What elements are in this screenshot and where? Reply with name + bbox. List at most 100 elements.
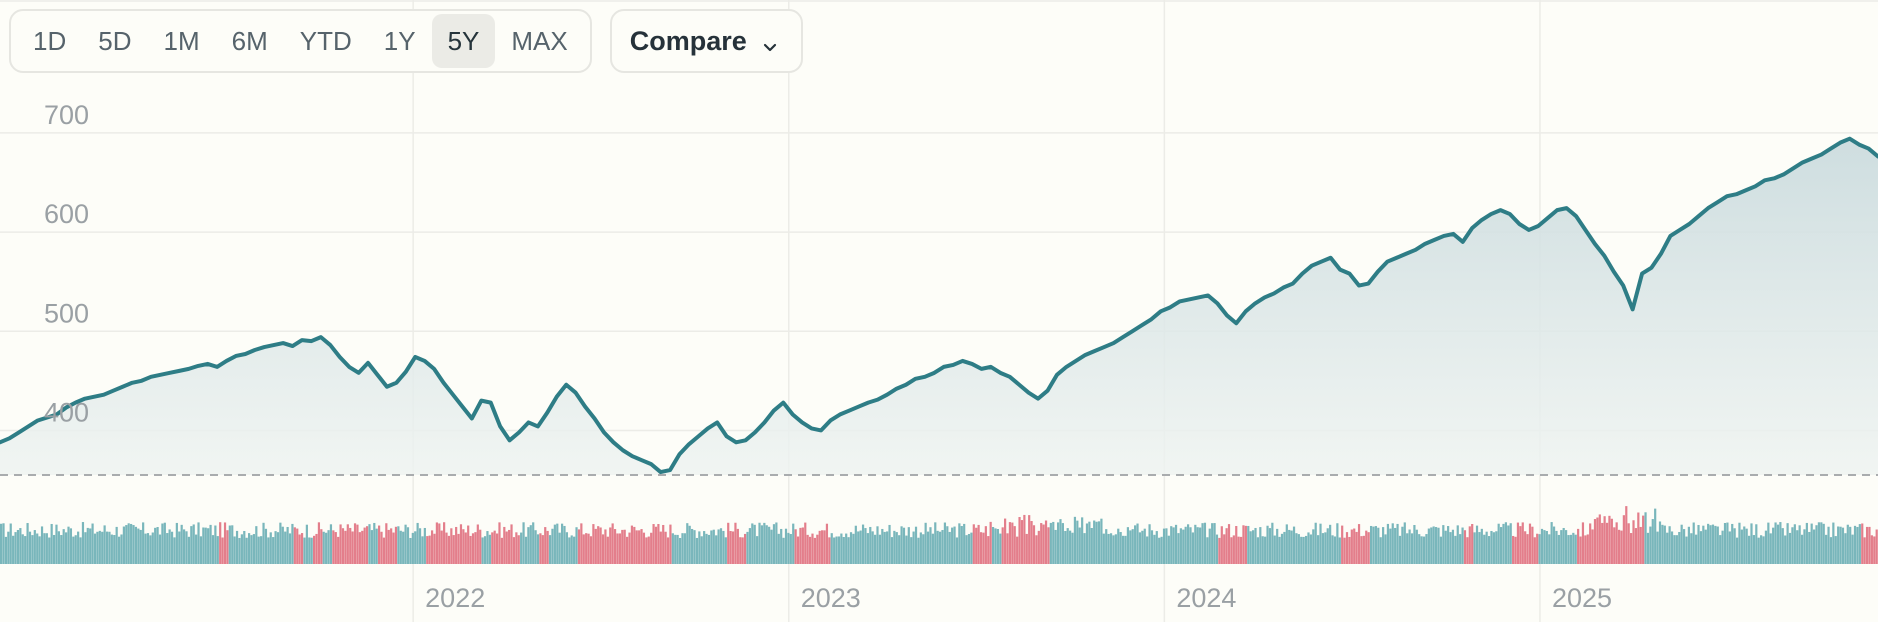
compare-button[interactable]: Compare (609, 9, 803, 73)
volume-bar (1776, 524, 1780, 564)
volume-bar (72, 536, 75, 564)
volume-bar (1711, 524, 1715, 564)
volume-bar (601, 534, 605, 564)
volume-bar (676, 534, 679, 564)
volume-bar (98, 530, 101, 564)
volume-bar (1516, 522, 1520, 564)
volume-bar (235, 530, 239, 564)
volume-bar (450, 528, 453, 564)
volume-bar (1172, 527, 1175, 564)
volume-bar (1651, 519, 1654, 564)
volume-bar (67, 526, 70, 564)
volume-bar (370, 530, 373, 564)
volume-bar (1680, 524, 1683, 564)
volume-bar (1858, 524, 1861, 564)
volume-bar (1141, 530, 1144, 564)
volume-bar (199, 536, 203, 564)
volume-bar (1512, 535, 1515, 564)
volume-bar (305, 524, 308, 564)
volume-bar (1473, 532, 1476, 564)
volume-bar (638, 530, 641, 564)
volume-bar (1478, 532, 1481, 564)
volume-bar (62, 529, 65, 564)
x-axis-labels: 2022 2023 2024 2025 (425, 583, 1612, 613)
volume-bar (334, 532, 337, 564)
volume-bar (772, 524, 776, 564)
volume-bar (929, 527, 932, 564)
volume-bar (483, 536, 487, 564)
volume-bar (267, 537, 270, 564)
volume-bar (609, 527, 612, 564)
volume-bar (1666, 532, 1669, 564)
volume-bar (650, 532, 653, 564)
volume-bar (375, 528, 378, 564)
range-button-1y[interactable]: 1Y (368, 14, 432, 68)
volume-bar (363, 527, 366, 564)
volume-bar (715, 535, 718, 564)
volume-bar (1692, 522, 1695, 564)
volume-bar (1451, 529, 1455, 564)
range-button-5d[interactable]: 5D (82, 14, 147, 68)
range-button-ytd[interactable]: YTD (284, 14, 368, 68)
volume-bar (1191, 532, 1195, 564)
volume-bar (594, 528, 597, 564)
volume-bar (411, 532, 414, 564)
volume-bar (416, 522, 419, 564)
volume-bar (722, 530, 725, 564)
volume-bar (640, 529, 643, 564)
volume-bar (1536, 533, 1539, 564)
range-button-1d[interactable]: 1D (17, 14, 82, 68)
volume-bar (1030, 521, 1033, 564)
volume-bar (881, 528, 884, 564)
volume-bar (57, 531, 60, 564)
volume-bar (1150, 530, 1154, 564)
volume-bar (861, 524, 865, 564)
volume-bar (430, 530, 434, 564)
volume-bar (1090, 527, 1093, 564)
volume-bar (257, 536, 260, 564)
volume-bar (1061, 523, 1064, 564)
volume-bar (616, 533, 619, 564)
volume-bar (1803, 529, 1806, 564)
volume-bar (1102, 533, 1105, 564)
volume-bar (1714, 525, 1717, 564)
volume-bar (1023, 514, 1026, 564)
volume-bar (1786, 523, 1789, 564)
volume-bar (394, 526, 398, 564)
volume-bar (1695, 534, 1698, 564)
volume-bar (493, 530, 496, 564)
volume-bar (1769, 533, 1772, 564)
volume-bar (1266, 525, 1269, 564)
volume-bar (1174, 524, 1178, 564)
y-axis-tick-label: 700 (44, 100, 89, 130)
volume-bar (1528, 523, 1532, 564)
volume-bar (105, 531, 109, 564)
volume-bar (1317, 535, 1320, 564)
volume-bar (1625, 506, 1628, 564)
volume-bar (1560, 530, 1563, 564)
volume-bar (1555, 530, 1558, 564)
range-button-5y[interactable]: 5Y (431, 14, 496, 68)
volume-bar (1186, 524, 1190, 564)
price-line[interactable] (0, 136, 1878, 475)
volume-bar (1538, 534, 1541, 564)
volume-bar (1117, 528, 1120, 564)
volume-bar (69, 528, 73, 564)
volume-bar (385, 523, 388, 564)
volume-bar (984, 526, 987, 564)
volume-bar (729, 531, 732, 564)
volume-bar (317, 522, 321, 564)
volume-bar (1049, 522, 1052, 564)
volume-bar (775, 522, 778, 564)
range-button-6m[interactable]: 6M (216, 14, 284, 68)
range-button-1m[interactable]: 1M (148, 14, 216, 68)
volume-bar (180, 524, 183, 564)
volume-bar (1617, 529, 1621, 564)
range-button-max[interactable]: MAX (495, 14, 583, 68)
volume-bar (1035, 535, 1038, 564)
volume-bar (801, 527, 804, 564)
volume-bar (402, 531, 405, 564)
volume-bar (1750, 523, 1753, 564)
